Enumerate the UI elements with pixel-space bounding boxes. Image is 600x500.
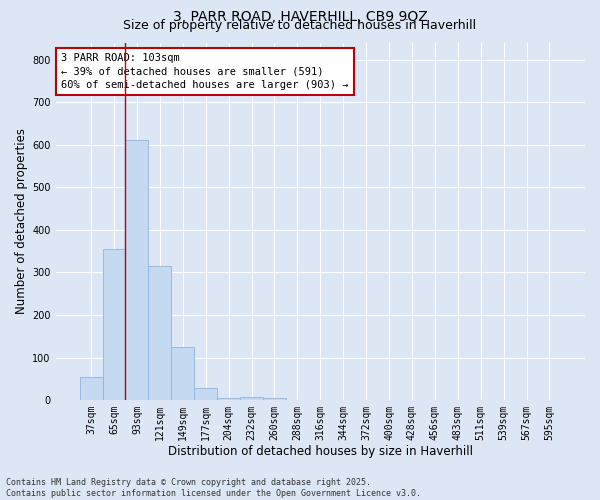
Bar bbox=[240, 397, 263, 400]
Bar bbox=[194, 388, 217, 400]
Bar bbox=[80, 377, 103, 400]
Bar bbox=[148, 266, 171, 400]
Text: Contains HM Land Registry data © Crown copyright and database right 2025.
Contai: Contains HM Land Registry data © Crown c… bbox=[6, 478, 421, 498]
Bar bbox=[263, 398, 286, 400]
X-axis label: Distribution of detached houses by size in Haverhill: Distribution of detached houses by size … bbox=[168, 444, 473, 458]
Bar bbox=[171, 347, 194, 400]
Bar bbox=[103, 249, 125, 400]
Text: Size of property relative to detached houses in Haverhill: Size of property relative to detached ho… bbox=[124, 18, 476, 32]
Bar bbox=[125, 140, 148, 400]
Bar bbox=[217, 398, 240, 400]
Y-axis label: Number of detached properties: Number of detached properties bbox=[15, 128, 28, 314]
Text: 3 PARR ROAD: 103sqm
← 39% of detached houses are smaller (591)
60% of semi-detac: 3 PARR ROAD: 103sqm ← 39% of detached ho… bbox=[61, 53, 349, 90]
Text: 3, PARR ROAD, HAVERHILL, CB9 9QZ: 3, PARR ROAD, HAVERHILL, CB9 9QZ bbox=[173, 10, 427, 24]
